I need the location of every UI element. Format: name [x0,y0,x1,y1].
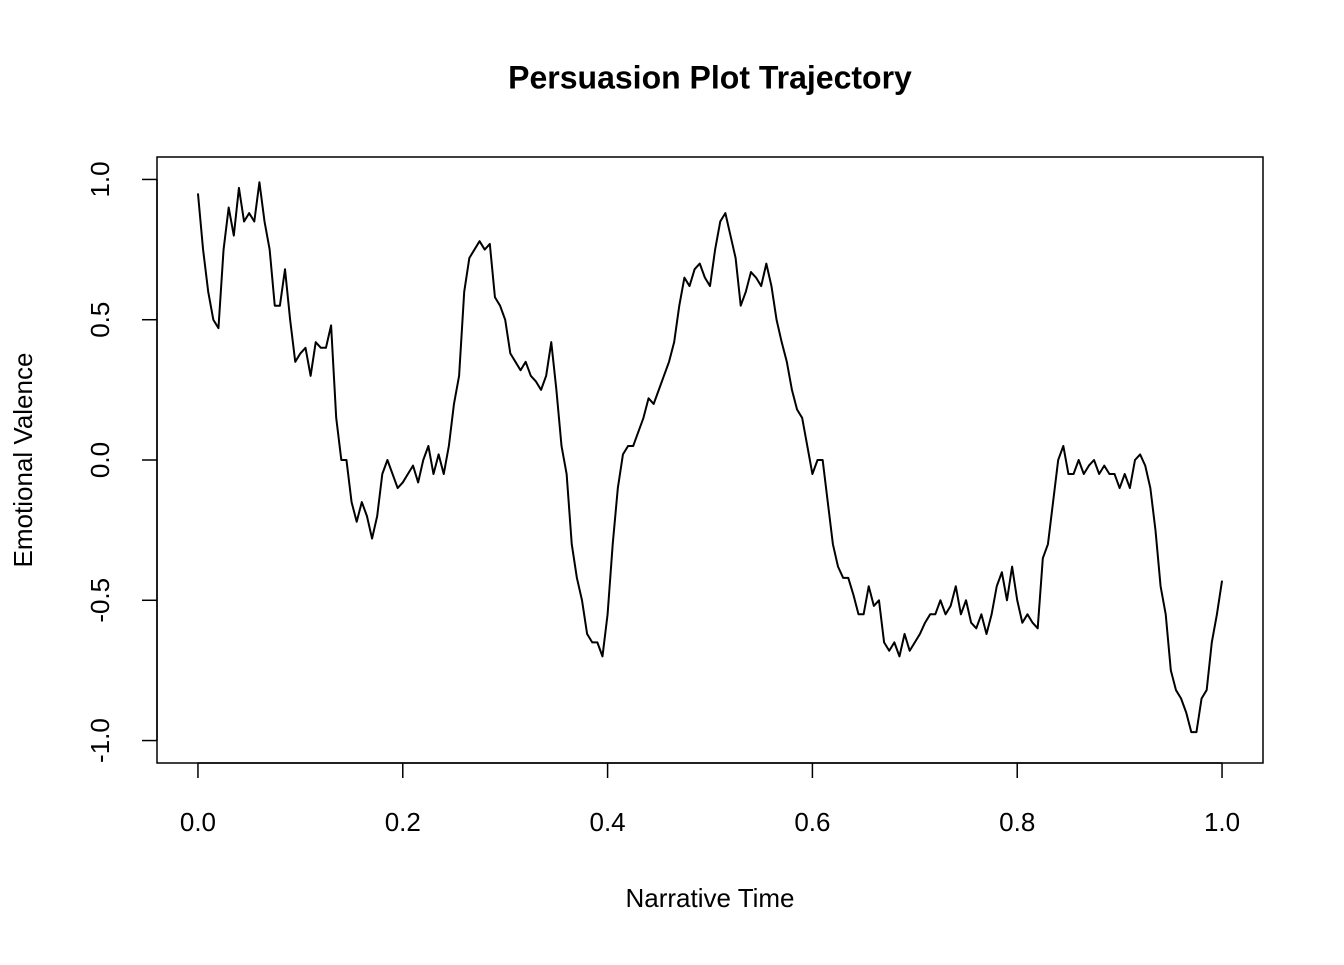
y-tick-label: -1.0 [85,718,115,763]
x-axis-label: Narrative Time [625,883,794,913]
y-tick-label: 0.5 [85,302,115,338]
x-tick-label: 1.0 [1204,807,1240,837]
y-tick-label: 0.0 [85,442,115,478]
x-tick-label: 0.8 [999,807,1035,837]
y-tick-label: 1.0 [85,161,115,197]
x-tick-label: 0.4 [590,807,626,837]
y-tick-label: -0.5 [85,578,115,623]
y-axis-label: Emotional Valence [8,353,38,568]
x-tick-label: 0.0 [180,807,216,837]
x-tick-label: 0.2 [385,807,421,837]
data-line [196,181,1224,734]
x-tick-label: 0.6 [794,807,830,837]
chart-title: Persuasion Plot Trajectory [508,59,912,95]
